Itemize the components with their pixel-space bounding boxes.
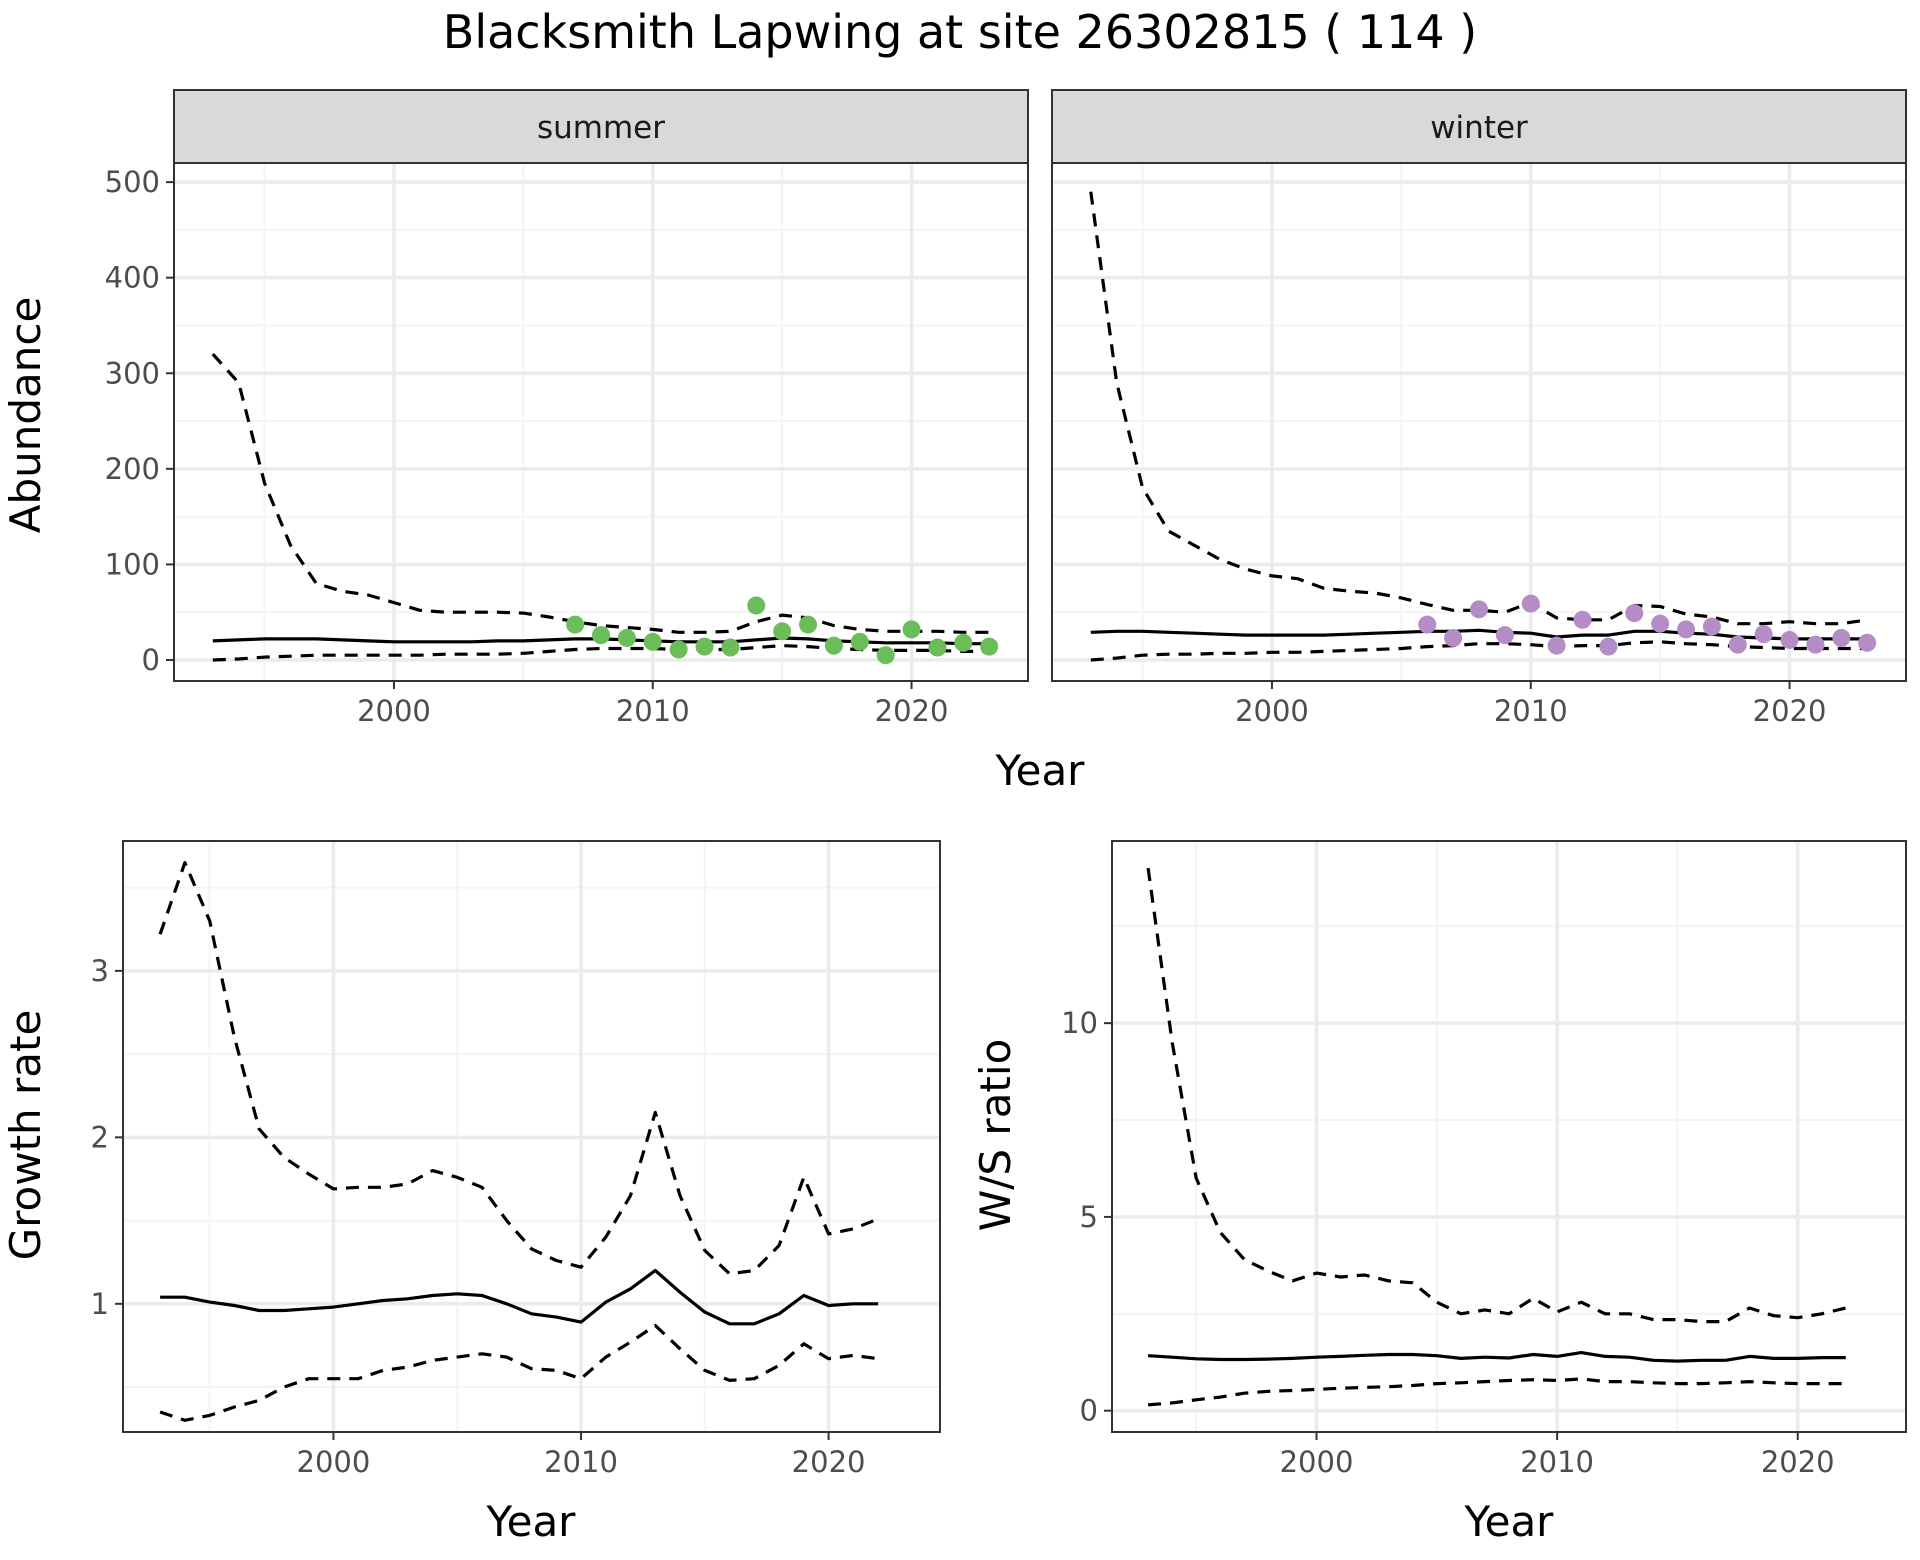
panel-border [173,162,1029,682]
data-point [669,640,688,659]
panel-border [1111,840,1907,1433]
strip-winter [1051,89,1907,164]
data-point [1547,636,1566,655]
y-tick-label: 500 [105,165,160,199]
series-line-upper [1089,191,1868,626]
data-point [721,638,740,657]
x-tick-label: 2000 [1280,1445,1354,1479]
data-point [695,637,714,656]
series-line-upper [1146,867,1847,1324]
data-point [1780,630,1799,649]
y-tick-label: 1 [91,1287,109,1321]
y-tick-label: 0 [142,643,160,677]
panel-ws-ratio: 0 5 10 2000 2010 2020 W/S ratio Year [971,840,1907,1546]
y-axis-title-growth-rate: Growth rate [1,1010,50,1261]
panel-winter: winter 2000 2010 2020 [1051,89,1907,728]
x-tick-label: 2010 [616,694,690,728]
panel-border [1051,162,1907,682]
series-line-upper [158,860,879,1276]
panel-growth-rate: 1 2 3 2000 2010 2020 Growth rate Year [1,840,941,1546]
strip-label-winter: winter [1430,110,1528,146]
data-point [1651,614,1670,633]
x-tick-label: 2010 [1520,1445,1594,1479]
y-tick-label: 200 [105,452,160,486]
data-point [1858,633,1877,652]
y-tick-label: 5 [1080,1200,1098,1234]
x-tick-label: 2010 [544,1445,618,1479]
data-point [592,626,610,645]
data-point [902,620,921,639]
x-tick-label: 2000 [297,1445,371,1479]
data-point [1677,620,1696,639]
y-tick-label: 2 [91,1120,109,1154]
x-axis-title-ws-ratio: Year [1464,1497,1555,1546]
x-tick-label: 2020 [1761,1445,1835,1479]
data-point [566,615,585,634]
series-line-estimate [1148,1350,1846,1363]
data-point [799,615,818,634]
x-tick-label: 2000 [1235,694,1309,728]
data-point [1728,635,1747,654]
y-tick-label: 100 [105,547,160,581]
data-point [1702,617,1721,636]
y-tick-label: 0 [1080,1394,1098,1428]
plot-ws-ratio: 0 5 10 2000 2010 2020 [1061,840,1907,1479]
data-point [1754,625,1773,644]
y-tick-label: 300 [105,356,160,390]
x-tick-label: 2020 [875,694,949,728]
x-tick-label: 2010 [1494,694,1568,728]
data-point [1470,600,1488,619]
x-axis-title-top: Year [995,746,1086,795]
data-point [928,638,947,657]
x-tick-label: 2000 [357,694,431,728]
y-axis-title-ws-ratio: W/S ratio [971,1039,1020,1232]
data-point [1444,628,1463,647]
data-point [824,636,843,655]
data-point [1495,626,1514,645]
data-point [1832,628,1851,647]
plot-summer: 0 100 200 300 400 500 2000 2010 2020 [105,162,1029,728]
panel-summer: summer 0 100 200 300 400 500 2000 2010 2020 [105,89,1029,728]
data-point [643,632,662,651]
x-axis-title-growth-rate: Year [486,1497,577,1546]
data-point [850,632,869,651]
data-point [954,633,973,652]
strip-summer [173,89,1029,164]
data-point [773,622,792,641]
data-point [876,646,895,665]
data-point [1806,635,1825,654]
series-line-lower [1147,1377,1846,1407]
series-line-estimate [160,1268,879,1326]
data-point [1625,604,1644,623]
chart-title: Blacksmith Lapwing at site 26302815 ( 11… [443,5,1477,59]
x-tick-label: 2020 [1753,694,1827,728]
data-point [1521,594,1540,613]
y-tick-label: 400 [105,261,160,295]
y-tick-label: 10 [1061,1006,1098,1040]
plot-background [1112,841,1906,1432]
data-point [1599,637,1618,656]
data-point [1573,610,1592,629]
plot-winter: 2000 2010 2020 [1051,162,1907,728]
y-axis-title-abundance: Abundance [1,297,50,534]
data-point [1418,615,1437,634]
y-tick-label: 3 [91,954,109,988]
data-point [617,628,636,647]
plot-growth-rate: 1 2 3 2000 2010 2020 [91,840,941,1479]
strip-label-summer: summer [537,110,665,146]
data-point [747,596,766,615]
x-tick-label: 2020 [792,1445,866,1479]
data-point [980,637,999,656]
